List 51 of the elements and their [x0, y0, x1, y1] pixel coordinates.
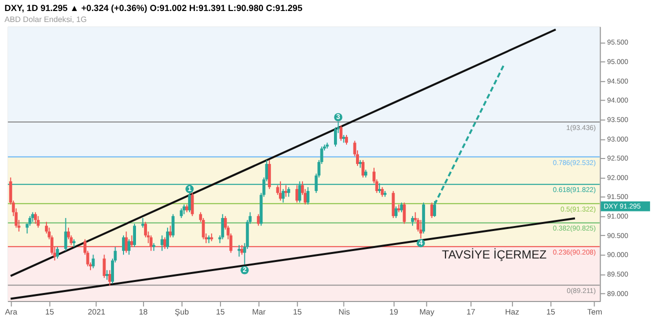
- candlestick: [362, 160, 364, 178]
- candlestick: [345, 134, 348, 146]
- candlestick: [411, 216, 414, 226]
- x-tick-label: 18: [138, 307, 148, 316]
- candlestick: [160, 234, 164, 252]
- candlestick: [190, 192, 194, 217]
- candlestick: [31, 212, 34, 222]
- candlestick: [92, 254, 95, 269]
- candlestick: [287, 186, 290, 198]
- x-tick-label: May: [419, 307, 434, 316]
- candlestick: [166, 227, 170, 250]
- candlestick: [402, 202, 406, 224]
- candlestick: [419, 219, 422, 239]
- candlestick: [172, 214, 175, 238]
- candlestick: [56, 246, 59, 260]
- candlestick: [221, 214, 224, 240]
- candlestick: [340, 124, 342, 142]
- x-tick-label: Mar: [252, 307, 266, 316]
- candlestick: [238, 244, 241, 258]
- candlestick: [122, 234, 125, 256]
- x-tick-label: Şub: [174, 307, 190, 316]
- candlestick: [133, 223, 136, 248]
- x-tick-label: 15: [293, 307, 302, 316]
- x-tick-label: 19: [389, 307, 398, 316]
- x-tick-label: 15: [216, 307, 226, 316]
- candlestick: [182, 204, 186, 215]
- chart-subtitle: ABD Dolar Endeksi, 1G: [4, 14, 87, 24]
- candlestick: [268, 160, 271, 190]
- candlestick: [394, 206, 398, 219]
- candlestick: [306, 186, 310, 205]
- x-tick-label: 2021: [88, 307, 106, 316]
- annotation: TAVSİYE İÇERMEZ: [442, 248, 547, 262]
- chart-title: DXY, 1D 91.295 ▲ +0.324 (+0.36%) O:91.002 H:91.391 L:90.980 C:91.295: [4, 3, 302, 14]
- candlestick: [400, 202, 404, 213]
- candlestick: [34, 212, 37, 224]
- candlestick: [380, 186, 384, 198]
- x-tick-label: 17: [466, 307, 476, 316]
- candlestick: [36, 216, 40, 228]
- x-tick-label: 15: [546, 307, 556, 316]
- candlestick: [28, 216, 32, 226]
- x-tick-label: Nis: [338, 307, 350, 316]
- candlestick: [128, 238, 130, 256]
- x-tick-label: Tem: [587, 307, 603, 316]
- candlestick: [106, 270, 108, 280]
- candlestick: [282, 188, 285, 204]
- x-tick-label: Haz: [505, 307, 520, 316]
- x-tick-label: 15: [45, 307, 55, 316]
- candlestick: [64, 218, 68, 252]
- x-tick-label: Ara: [5, 307, 18, 316]
- candlestick: [392, 190, 395, 219]
- candlestick: [180, 208, 183, 219]
